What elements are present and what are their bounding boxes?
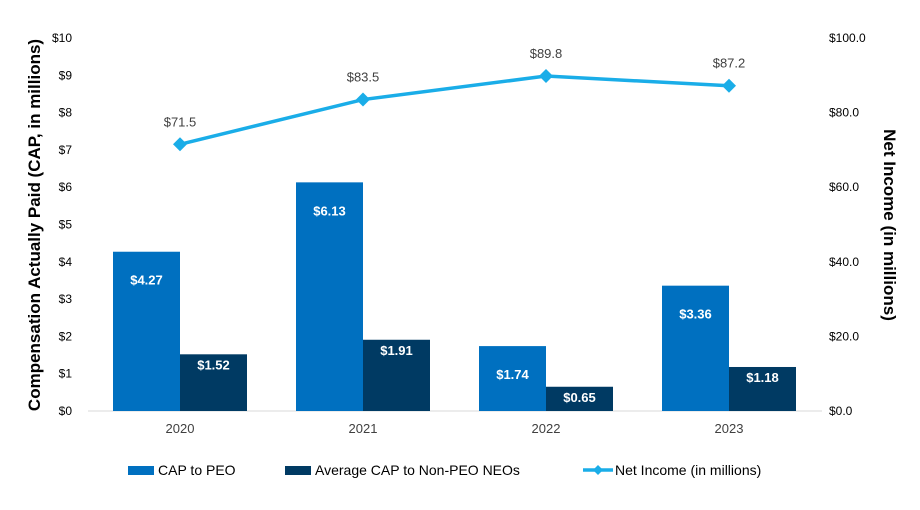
bar-data-label: $1.74 [496,367,529,382]
bar [180,354,247,411]
bar [546,386,613,411]
line-data-label: $71.5 [164,114,197,129]
legend-swatch [128,466,154,475]
x-tick-label: 2023 [715,421,744,436]
y-tick-label: $7 [59,143,73,157]
legend-swatch [285,466,311,475]
bar-data-label: $1.91 [380,343,413,358]
line-data-label: $87.2 [713,56,746,71]
bar [662,285,729,411]
x-tick-label: 2022 [532,421,561,436]
bar-data-label: $0.65 [563,390,596,405]
bar-data-label: $3.36 [679,307,712,322]
bar-data-label: $6.13 [313,203,346,218]
bar [296,182,363,411]
y-tick-label: $0 [59,404,73,418]
line-point-marker [539,69,553,84]
y2-tick-label: $40.0 [829,255,859,269]
bar-data-label: $4.27 [130,273,163,288]
line-data-label: $89.8 [530,46,563,61]
bar [113,251,180,411]
y-axis-title: Compensation Actually Paid (CAP, in mill… [25,39,44,411]
bar [479,346,546,411]
bar [363,339,430,411]
y-tick-label: $6 [59,180,73,194]
legend-marker [593,465,603,475]
x-tick-label: 2021 [349,421,378,436]
y2-tick-label: $80.0 [829,106,859,120]
line-point-marker [173,137,187,152]
y-tick-label: $1 [59,367,73,381]
bar-data-label: $1.52 [197,357,230,372]
y-tick-label: $10 [52,31,72,45]
legend-label: CAP to PEO [158,462,236,478]
y2-tick-label: $20.0 [829,329,859,343]
y-tick-label: $3 [59,292,73,306]
line-point-marker [722,78,736,93]
y-tick-label: $5 [59,218,73,232]
line-series [179,74,730,147]
line-data-label: $83.5 [347,70,380,85]
y-tick-label: $9 [59,68,73,82]
y2-tick-label: $0.0 [829,404,853,418]
x-tick-label: 2020 [166,421,195,436]
y2-axis-title: Net Income (in millions) [880,129,899,321]
y2-tick-label: $60.0 [829,180,859,194]
legend-label: Net Income (in millions) [615,462,761,478]
bar [729,366,796,411]
y-tick-label: $8 [59,106,73,120]
line-point-marker [356,92,370,107]
legend-label: Average CAP to Non-PEO NEOs [315,462,520,478]
bar-data-label: $1.18 [746,370,779,385]
y2-tick-label: $100.0 [829,31,866,45]
y-tick-label: $2 [59,329,73,343]
y-tick-label: $4 [59,255,73,269]
